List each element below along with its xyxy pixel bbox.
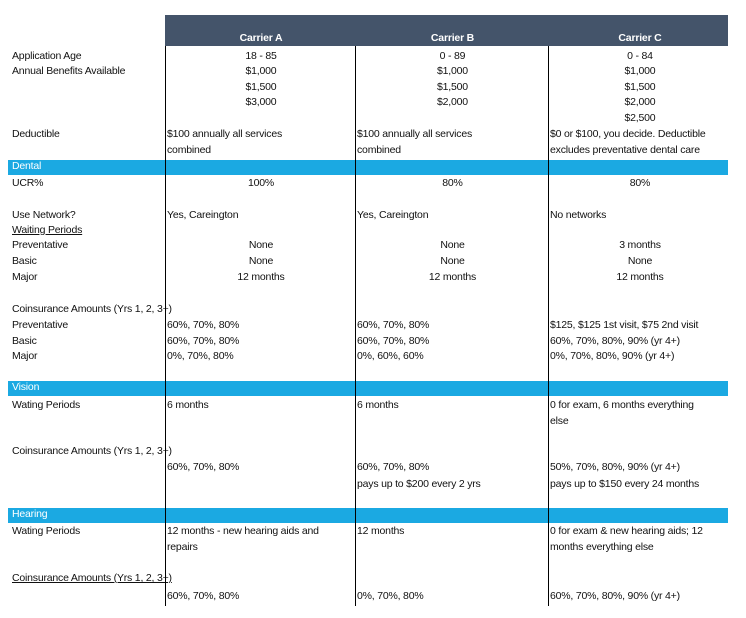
section-title: Dental (12, 160, 42, 172)
cell-text: 100% (247, 177, 275, 189)
cell-text: 60%, 70%, 80% (357, 319, 430, 331)
cell-text: 0%, 70%, 80% (167, 350, 234, 362)
cell-text: 60%, 70%, 80%, 90% (yr 4+) (550, 335, 680, 347)
cell-text: 50%, 70%, 80%, 90% (yr 4+) (550, 461, 680, 473)
row-label: Wating Periods (12, 399, 81, 411)
cell-text: 0 for exam & new hearing aids; 12 (550, 525, 703, 537)
row-label: Preventative (12, 239, 68, 251)
cell-text: 60%, 70%, 80%, 90% (yr 4+) (550, 590, 680, 602)
cell-text: $1,000 (624, 65, 656, 77)
cell-text: 0 - 84 (627, 50, 653, 62)
row-label: UCR% (12, 177, 44, 189)
cell-text: $100 annually all services (357, 128, 473, 140)
section-title: Vision (12, 381, 40, 393)
row-label: Basic (12, 335, 37, 347)
row-label: Coinsurance Amounts (Yrs 1, 2, 3+) (12, 572, 172, 584)
row-label: Coinsurance Amounts (Yrs 1, 2, 3+) (12, 445, 172, 457)
column-divider (548, 46, 549, 606)
row-label: Application Age (12, 50, 82, 62)
row-label: Major (12, 271, 38, 283)
row-label: Annual Benefits Available (12, 65, 126, 77)
cell-text: repairs (167, 541, 198, 553)
cell-text: None (248, 255, 274, 267)
row-label: Preventative (12, 319, 68, 331)
cell-text: 12 months (428, 271, 477, 283)
column-header: Carrier B (430, 32, 475, 44)
cell-text: 60%, 70%, 80% (167, 319, 240, 331)
cell-text: None (627, 255, 653, 267)
cell-text: 60%, 70%, 80% (357, 461, 430, 473)
cell-text: 0%, 70%, 80%, 90% (yr 4+) (550, 350, 675, 362)
cell-text: $2,000 (624, 96, 656, 108)
cell-text: None (440, 255, 465, 267)
column-divider (355, 46, 356, 606)
cell-text: 12 months (357, 525, 405, 537)
section-title: Hearing (12, 508, 48, 520)
section-band (8, 508, 728, 523)
cell-text: $2,000 (437, 96, 468, 108)
cell-text: 3 months (619, 239, 661, 251)
cell-text: 12 months (237, 271, 285, 283)
header-bar (165, 15, 728, 46)
cell-text: 0 for exam, 6 months everything (550, 399, 694, 411)
row-label: Use Network? (12, 209, 76, 221)
cell-text: 0%, 60%, 60% (357, 350, 424, 362)
cell-text: months everything else (550, 541, 654, 553)
cell-text: 60%, 70%, 80% (357, 335, 430, 347)
column-divider (165, 46, 166, 606)
cell-text: $0 or $100, you decide. Deductible (550, 128, 706, 140)
row-label: Wating Periods (12, 525, 81, 537)
column-header: Carrier A (239, 32, 283, 44)
cell-text: None (248, 239, 274, 251)
cell-text: Yes, Careington (357, 209, 429, 221)
cell-text: $1,500 (245, 81, 277, 93)
row-label: Major (12, 350, 38, 362)
cell-text: Yes, Careington (167, 209, 239, 221)
row-label: Waiting Periods (12, 224, 83, 236)
cell-text: $1,000 (245, 65, 277, 77)
cell-text: combined (357, 144, 401, 156)
cell-text: 6 months (357, 399, 399, 411)
cell-text: $100 annually all services (167, 128, 283, 140)
cell-text: pays up to $150 every 24 months (550, 478, 700, 490)
column-header: Carrier C (618, 32, 662, 44)
cell-text: No networks (550, 209, 607, 221)
row-label: Deductible (12, 128, 60, 140)
cell-text: 18 - 85 (245, 50, 277, 62)
cell-text: 0 - 89 (439, 50, 466, 62)
cell-text: 80% (442, 177, 463, 189)
cell-text: 60%, 70%, 80% (167, 590, 240, 602)
cell-text: 12 months - new hearing aids and (167, 525, 319, 537)
cell-text: combined (167, 144, 211, 156)
cell-text: $2,500 (624, 112, 656, 124)
cell-text: excludes preventative dental care (550, 144, 700, 156)
cell-text: $125, $125 1st visit, $75 2nd visit (550, 319, 699, 331)
cell-text: $1,000 (437, 65, 468, 77)
cell-text: 0%, 70%, 80% (357, 590, 424, 602)
cell-text: 80% (629, 177, 651, 189)
cell-text: 12 months (616, 271, 664, 283)
section-band (8, 160, 728, 175)
cell-text: 60%, 70%, 80% (167, 335, 240, 347)
cell-text: $3,000 (245, 96, 277, 108)
cell-text: 6 months (167, 399, 209, 411)
cell-text: $1,500 (437, 81, 468, 93)
row-label: Coinsurance Amounts (Yrs 1, 2, 3+) (12, 303, 172, 315)
cell-text: pays up to $200 every 2 yrs (357, 478, 481, 490)
cell-text: else (550, 415, 569, 427)
section-band (8, 381, 728, 396)
cell-text: 60%, 70%, 80% (167, 461, 240, 473)
cell-text: $1,500 (624, 81, 656, 93)
row-label: Basic (12, 255, 37, 267)
cell-text: None (440, 239, 465, 251)
